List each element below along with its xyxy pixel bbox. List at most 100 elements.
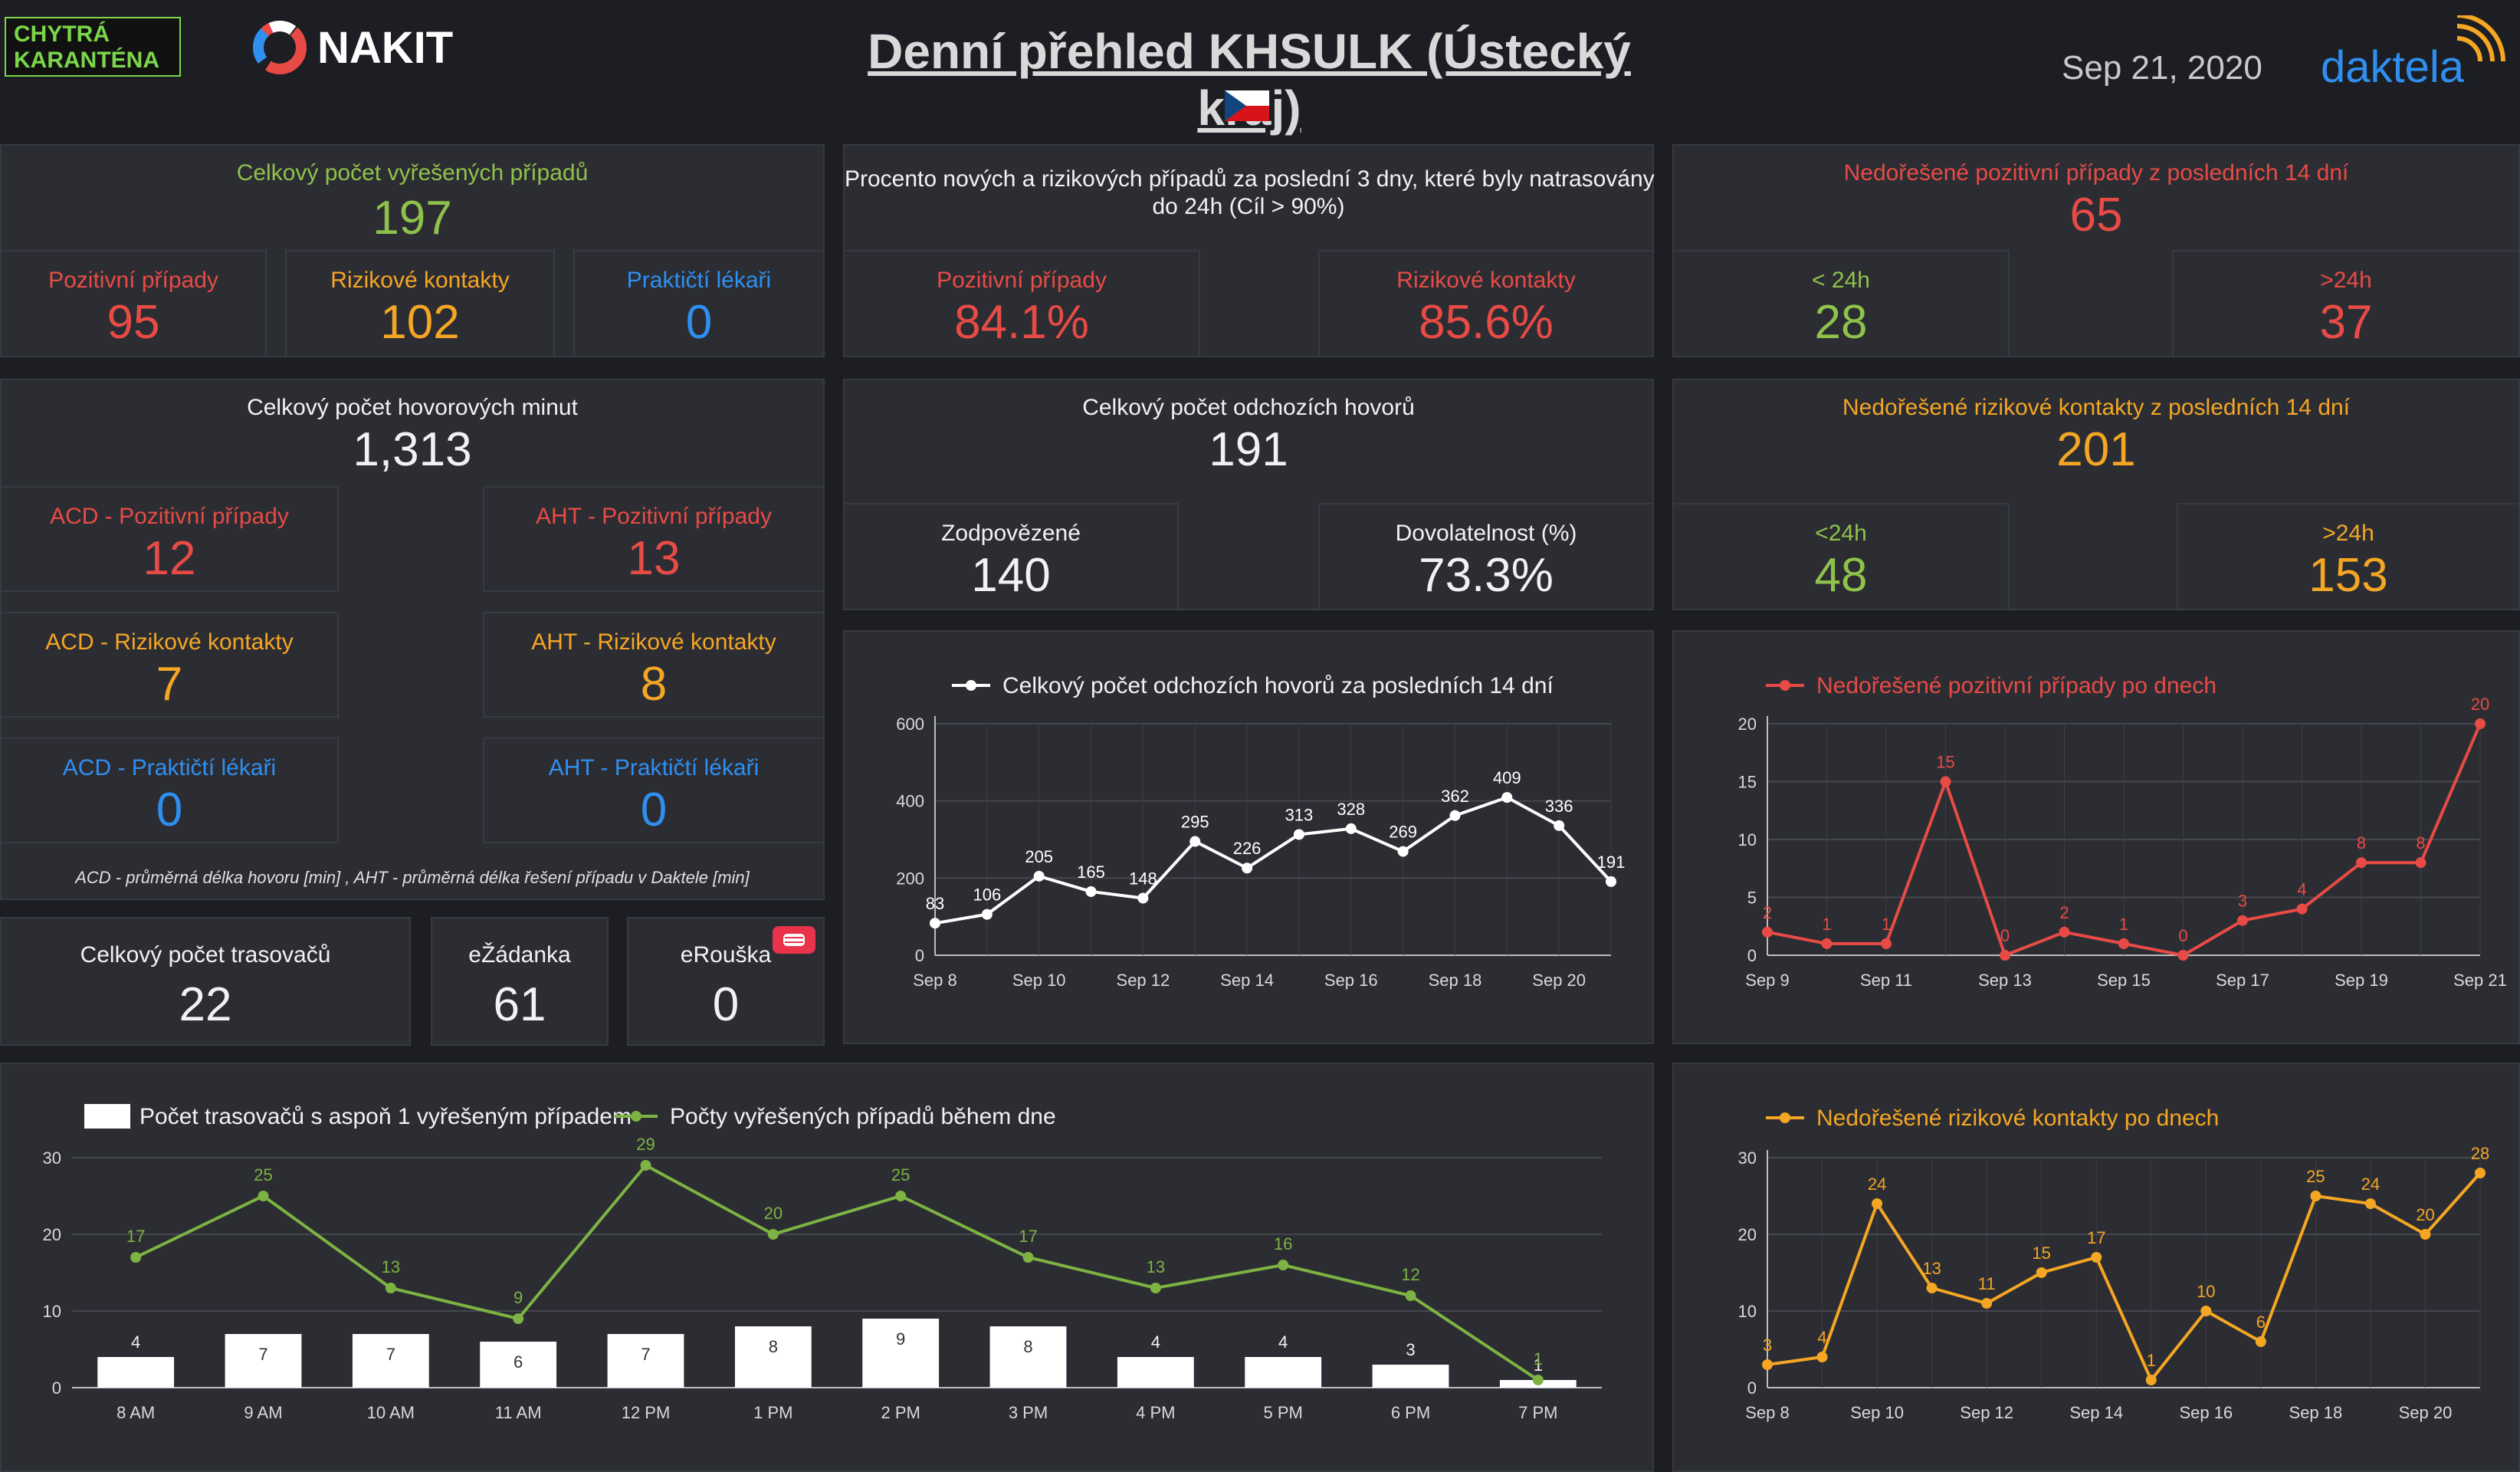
acd-risky-card: ACD - Rizikové kontakty 7 <box>0 612 339 718</box>
x-tick-label: Sep 8 <box>913 971 957 990</box>
data-label: 17 <box>2087 1228 2105 1247</box>
aht-doctors-label: AHT - Praktičtí lékaři <box>548 755 760 780</box>
data-label: 17 <box>126 1227 145 1246</box>
data-label: 4 <box>2297 880 2306 899</box>
x-tick-label: Sep 9 <box>1745 971 1790 990</box>
data-point <box>1242 863 1253 874</box>
data-label: 10 <box>2197 1282 2215 1301</box>
y-tick-label: 10 <box>1738 1302 1757 1321</box>
data-point <box>1501 792 1513 803</box>
y-tick-label: 30 <box>43 1148 61 1168</box>
data-label: 2 <box>1763 903 1772 922</box>
data-point <box>1293 829 1304 840</box>
data-label: 12 <box>1401 1265 1419 1284</box>
unresolved-risky-lt-value: 48 <box>1814 549 1868 602</box>
x-tick-label: 4 PM <box>1136 1403 1175 1422</box>
bar-label: 4 <box>131 1332 140 1352</box>
data-label: 3 <box>1763 1336 1772 1355</box>
aht-doctors-value: 0 <box>640 784 668 836</box>
data-label: 269 <box>1389 823 1417 842</box>
x-tick-label: 3 PM <box>1009 1403 1048 1422</box>
y-tick-label: 0 <box>52 1378 61 1398</box>
resolved-doctors-value: 0 <box>685 296 713 349</box>
data-label: 13 <box>382 1257 400 1276</box>
bar-label: 7 <box>386 1345 395 1364</box>
data-label: 28 <box>2471 1144 2489 1163</box>
bar <box>352 1334 429 1388</box>
data-label: 106 <box>973 886 1001 905</box>
data-point <box>2036 1267 2047 1278</box>
data-label: 1 <box>2147 1351 2156 1370</box>
data-label: 409 <box>1493 768 1521 787</box>
erouska-value: 0 <box>712 978 740 1031</box>
data-point <box>1981 1298 1993 1309</box>
aht-positive-value: 13 <box>627 532 681 585</box>
data-point <box>2059 926 2070 938</box>
bar <box>862 1319 940 1388</box>
data-point <box>2475 1168 2486 1178</box>
data-label: 1 <box>1882 915 1891 934</box>
calls-reach-label: Dovolatelnost (%) <box>1395 521 1577 546</box>
x-tick-label: 7 PM <box>1518 1403 1557 1422</box>
data-point <box>981 909 993 920</box>
y-tick-label: 0 <box>1747 1378 1757 1398</box>
minutes-total: 1,313 <box>353 423 472 476</box>
percent-positive-value: 84.1% <box>954 296 1089 349</box>
calls-reach-value: 73.3% <box>1419 549 1554 602</box>
x-tick-label: Sep 16 <box>2179 1403 2233 1422</box>
unresolved-risky-lt-card: <24h 48 <box>1672 503 2010 610</box>
bar <box>1245 1357 1322 1388</box>
y-tick-label: 10 <box>1738 830 1757 849</box>
bar-label: 8 <box>769 1337 778 1356</box>
calls14-panel: 0 200 400 600 Sep 8 Sep 10 Sep 12 Sep 14 Sep 16 S… <box>843 630 1654 1044</box>
legend-label: Nedořešené pozitivní případy po dnech <box>1816 673 2216 698</box>
data-point <box>2200 1306 2212 1316</box>
resolved-positive-value: 95 <box>107 296 160 349</box>
data-point <box>1881 938 1892 949</box>
tracers-total-card: Celkový počet trasovačů 22 <box>0 917 411 1046</box>
data-label: 4 <box>1817 1328 1826 1347</box>
percent-title-line1: Procento nových a rizikových případů za … <box>845 166 1655 192</box>
data-point <box>1278 1260 1289 1270</box>
legend-marker <box>966 680 976 691</box>
data-point <box>1762 1359 1773 1370</box>
data-label: 328 <box>1337 800 1365 819</box>
legend-marker <box>631 1111 641 1122</box>
data-label: 6 <box>2256 1313 2266 1332</box>
ezadanka-value: 61 <box>493 978 546 1031</box>
data-point <box>767 1229 779 1240</box>
data-label: 205 <box>1025 847 1053 866</box>
tracers-total-value: 22 <box>179 978 232 1031</box>
x-tick-label: Sep 16 <box>1324 971 1378 990</box>
data-point <box>1606 876 1616 887</box>
data-point <box>1554 820 1565 831</box>
data-point <box>1762 926 1773 938</box>
czech-flag-icon <box>1225 90 1269 121</box>
percent-risky-value: 85.6% <box>1419 296 1554 349</box>
x-tick-label: 6 PM <box>1391 1403 1430 1422</box>
data-point <box>1033 870 1045 882</box>
acd-positive-card: ACD - Pozitivní případy 12 <box>0 486 339 592</box>
bar-label: 7 <box>258 1345 267 1364</box>
acd-positive-value: 12 <box>143 532 196 585</box>
calls-reach-card: Dovolatelnost (%) 73.3% <box>1318 503 1654 610</box>
bar-label: 9 <box>896 1329 905 1349</box>
resolved-doctors-card: Praktičtí lékaři 0 <box>573 250 825 357</box>
x-tick-label: Sep 10 <box>1012 971 1066 990</box>
chytra-karantena-logo: CHYTRÁ KARANTÉNA <box>5 17 181 77</box>
data-label: 83 <box>926 894 944 913</box>
data-label: 148 <box>1129 869 1157 889</box>
unresolved-risky-total: 201 <box>2056 423 2136 476</box>
series-line <box>934 795 1613 925</box>
unresolved-positive-title: Nedořešené pozitivní případy z posledníc… <box>1843 160 2349 186</box>
y-tick-label: 0 <box>1747 946 1757 965</box>
bar <box>97 1357 175 1388</box>
x-tick-label: 2 PM <box>881 1403 920 1422</box>
data-label: 8 <box>2357 833 2366 853</box>
x-tick-label: Sep 19 <box>2335 971 2388 990</box>
hourly-chart: 0 10 20 30 8 AM 9 AM 10 AM 11 AM 12 PM 1 PM 2 PM 3 … <box>43 1104 1602 1422</box>
data-label: 0 <box>2000 926 2010 945</box>
data-label: 13 <box>1147 1257 1165 1276</box>
bar <box>989 1326 1067 1388</box>
daktela-logo: daktela <box>2321 15 2512 92</box>
